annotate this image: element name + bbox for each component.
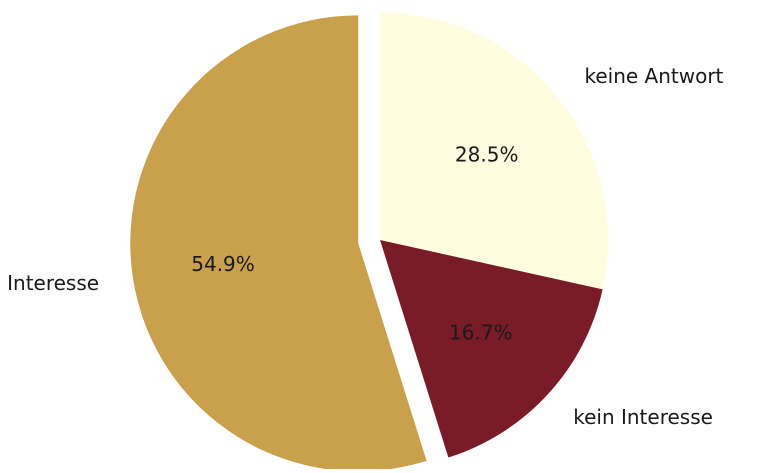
pie-slice-keine-antwort bbox=[380, 12, 609, 290]
pie-pct-label-keine-antwort: 28.5% bbox=[455, 142, 519, 166]
pie-category-label-interesse: Interesse bbox=[7, 271, 99, 295]
pie-category-label-keine-antwort: keine Antwort bbox=[584, 64, 723, 88]
pie-slice-kein-interesse bbox=[380, 240, 603, 458]
pie-category-label-kein-interesse: kein Interesse bbox=[573, 405, 713, 429]
pie-slices bbox=[130, 12, 609, 472]
pie-pct-label-interesse: 54.9% bbox=[191, 252, 255, 276]
pie-labels: 28.5% keine Antwort 16.7% kein Interesse 54.… bbox=[7, 64, 723, 429]
pie-pct-label-kein-interesse: 16.7% bbox=[449, 320, 513, 344]
pie-slice-interesse bbox=[130, 15, 427, 472]
